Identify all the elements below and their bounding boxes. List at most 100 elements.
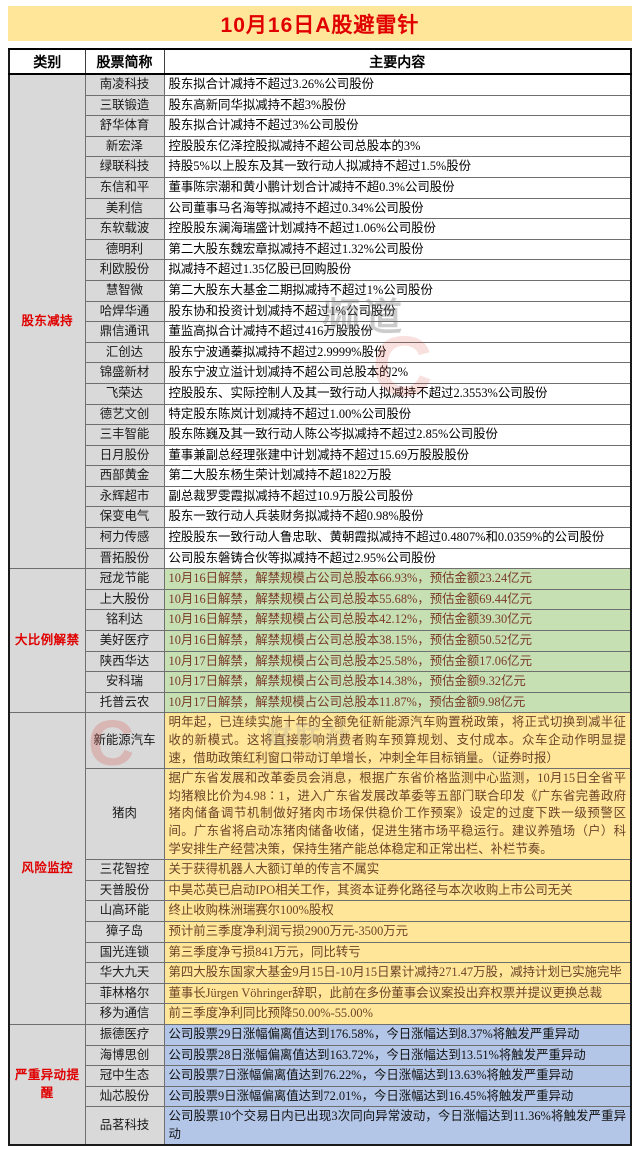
table-body: 股东减持 南凌科技 股东拟合计减持不超过3.26%公司股份 三联锻造 股东高新同华拟减持… bbox=[8, 73, 632, 1146]
column-header-content: 主要内容 bbox=[163, 48, 632, 75]
content-cell: 公司股票10个交易日内已出现3次同向异常波动，今日涨幅达到11.36%将触发严重… bbox=[163, 1106, 632, 1146]
content-cell: 10月16日解禁，解禁规模占公司总股本42.12%，预估金额39.30亿元 bbox=[163, 609, 632, 632]
stock-name-cell: 菲林格尔 bbox=[84, 982, 165, 1005]
stock-name-cell: 德艺文创 bbox=[84, 403, 165, 426]
content-cell: 控股股东、实际控制人及其一致行动人拟减持不超过2.3553%公司股份 bbox=[163, 382, 632, 405]
table-row: 德艺文创 特定股东陈岚计划减持不超过1.00%公司股份 bbox=[9, 403, 632, 426]
stock-name-cell: 西部黄金 bbox=[84, 465, 165, 487]
table-row: 飞荣达 控股股东、实际控制人及其一致行动人拟减持不超过2.3553%公司股份 bbox=[9, 382, 632, 405]
content-cell: 股东宁波立溢计划减持不超公司总股本的2% bbox=[163, 362, 632, 384]
table-row: 晋拓股份 公司股东磐铸合伙等拟减持不超过2.95%公司股份 bbox=[9, 547, 632, 570]
table-row: 移为通信 前三季度净利同比预降50.00%-55.00% bbox=[9, 1003, 632, 1025]
avoid-mine-table: 类别 股票简称 主要内容 股东减持 南凌科技 股东拟合计减持不超过3.26%公司股份… bbox=[8, 48, 632, 1147]
content-cell: 明年起，已连续实施十年的全额免征新能源汽车购置税政策，将正式切换到减半征收的新模… bbox=[163, 712, 632, 770]
title-bar: 10月16日A股避雷针 bbox=[8, 6, 632, 41]
table-row: 国光连锁 第三季度净亏损841万元，同比转亏 bbox=[9, 941, 632, 964]
content-cell: 10月17日解禁，解禁规模占公司总股本25.58%，预估金额17.06亿元 bbox=[163, 650, 632, 673]
content-cell: 第四大股东国家大基金9月15日-10月15日累计减持271.47万股，减持计划已… bbox=[163, 962, 632, 984]
content-cell: 股东宁波通蓁拟减持不超过2.9999%股份 bbox=[163, 341, 632, 364]
stock-name-cell: 移为通信 bbox=[84, 1003, 165, 1025]
content-cell: 董事长Jürgen Vöhringer辞职，此前在多份董事会议案投出弃权票并提议… bbox=[163, 982, 632, 1005]
table-row: 猪肉 据广东省发展和改革委员会消息，根据广东省价格监测中心监测，10月15日全省平… bbox=[9, 768, 632, 861]
content-cell: 预计前三季度净利润亏损2900万元-3500万元 bbox=[163, 920, 632, 943]
content-cell: 特定股东陈岚计划减持不超过1.00%公司股份 bbox=[163, 403, 632, 426]
table-row: 托普云农 10月17日解禁，解禁规模占公司总股本11.87%，预估金额9.98亿元 bbox=[9, 691, 632, 714]
table-row: 绿联科技 持股5%以上股东及其一致行动人拟减持不超过1.5%股份 bbox=[9, 156, 632, 178]
table-header-row: 类别 股票简称 主要内容 bbox=[8, 48, 632, 75]
stock-name-cell: 冠龙节能 bbox=[84, 568, 165, 590]
content-cell: 公司股票7日涨幅偏离值达到76.22%，今日涨幅达到13.63%将触发严重异动 bbox=[163, 1065, 632, 1087]
stock-name-cell: 天普股份 bbox=[84, 879, 165, 902]
stock-name-cell: 保变电气 bbox=[84, 506, 165, 529]
table-row: 上大股份 10月16日解禁，解禁规模占公司总股本55.68%，预估金额69.44亿… bbox=[9, 588, 632, 611]
content-cell: 董事兼副总经理张建中计划减持不超过15.69万股股股份 bbox=[163, 444, 632, 467]
stock-name-cell: 晋拓股份 bbox=[84, 547, 165, 570]
table-row: 日月股份 董事兼副总经理张建中计划减持不超过15.69万股股股份 bbox=[9, 444, 632, 467]
stock-name-cell: 品茗科技 bbox=[84, 1106, 165, 1146]
stock-name-cell: 永辉超市 bbox=[84, 485, 165, 508]
table-row: 灿芯股份 公司股票9日涨幅偏离值达到72.01%，今日涨幅达到16.45%将触发严… bbox=[9, 1085, 632, 1108]
content-cell: 股东一致行动人兵装财务拟减持不超0.98%股份 bbox=[163, 506, 632, 529]
table-row: 股东减持 南凌科技 股东拟合计减持不超过3.26%公司股份 bbox=[8, 73, 632, 570]
table-row: 大比例解禁 冠龙节能 10月16日解禁，解禁规模占公司总股本66.93%，预估金额2… bbox=[8, 568, 632, 714]
stock-name-cell: 獐子岛 bbox=[84, 920, 165, 943]
table-row: 锦盛新材 股东宁波立溢计划减持不超公司总股本的2% bbox=[9, 362, 632, 384]
content-cell: 第二大股东杨生荣计划减持不超1822万股 bbox=[163, 465, 632, 487]
content-cell: 控股股东澜海瑞盛计划减持不超过1.06%公司股份 bbox=[163, 218, 632, 240]
stock-name-cell: 东软载波 bbox=[84, 218, 165, 240]
stock-name-cell: 铭利达 bbox=[84, 609, 165, 632]
content-cell: 股东拟合计减持不超过3%公司股份 bbox=[163, 115, 632, 137]
table-row: 舒华体育 股东拟合计减持不超过3%公司股份 bbox=[9, 115, 632, 137]
stock-name-cell: 新能源汽车 bbox=[84, 712, 165, 770]
content-cell: 第二大股东魏宏章拟减持不超过1.32%公司股份 bbox=[163, 238, 632, 261]
content-cell: 公司股票29日涨幅偏离值达到176.58%，今日涨幅达到8.37%将触发严重异动 bbox=[163, 1023, 632, 1046]
stock-name-cell: 舒华体育 bbox=[84, 115, 165, 137]
column-header-stock: 股票简称 bbox=[84, 48, 165, 75]
content-cell: 关于获得机器人大额订单的传言不属实 bbox=[163, 859, 632, 881]
table-row: 三联锻造 股东高新同华拟减持不超3%股份 bbox=[9, 94, 632, 117]
content-cell: 中昊芯英已启动IPO相关工作，其资本证券化路径与本次收购上市公司无关 bbox=[163, 879, 632, 902]
content-cell: 10月16日解禁，解禁规模占公司总股本55.68%，预估金额69.44亿元 bbox=[163, 588, 632, 611]
content-cell: 据广东省发展和改革委员会消息，根据广东省价格监测中心监测，10月15日全省平均猪… bbox=[163, 768, 632, 861]
table-row: 菲林格尔 董事长Jürgen Vöhringer辞职，此前在多份董事会议案投出弃权… bbox=[9, 982, 632, 1005]
table-row: 东信和平 董事陈宗潮和黄小鹏计划合计减持不超0.3%公司股份 bbox=[9, 176, 632, 199]
stock-name-cell: 华大九天 bbox=[84, 962, 165, 984]
stock-name-cell: 汇创达 bbox=[84, 341, 165, 364]
stock-name-cell: 美好医疗 bbox=[84, 630, 165, 652]
content-cell: 股东拟合计减持不超过3.26%公司股份 bbox=[163, 73, 632, 96]
table-row: 山高环能 终止收购株洲瑞赛尔100%股权 bbox=[9, 900, 632, 922]
table-row: 慧智微 第二大股东大基金二期拟减持不超过1%公司股份 bbox=[9, 279, 632, 302]
stock-name-cell: 山高环能 bbox=[84, 900, 165, 922]
category-label-large-unlock: 大比例解禁 bbox=[8, 568, 86, 714]
table-row: 汇创达 股东宁波通蓁拟减持不超过2.9999%股份 bbox=[9, 341, 632, 364]
content-cell: 股东高新同华拟减持不超3%股份 bbox=[163, 94, 632, 117]
table-row: 德明利 第二大股东魏宏章拟减持不超过1.32%公司股份 bbox=[9, 238, 632, 261]
table-row: 风险监控 新能源汽车 明年起，已连续实施十年的全额免征新能源汽车购置税政策，将正式切… bbox=[8, 712, 632, 1025]
stock-name-cell: 灿芯股份 bbox=[84, 1085, 165, 1108]
table-row: 新宏泽 控股股东亿泽控股拟减持不超公司总股本的3% bbox=[9, 135, 632, 158]
content-cell: 10月17日解禁，解禁规模占公司总股本14.38%，预估金额9.32亿元 bbox=[163, 671, 632, 693]
stock-name-cell: 哈焊华通 bbox=[84, 300, 165, 323]
stock-name-cell: 美利信 bbox=[84, 197, 165, 220]
table-row: 严重异动提醒 振德医疗 公司股票29日涨幅偏离值达到176.58%，今日涨幅达到8.… bbox=[8, 1023, 632, 1146]
table-row: 安科瑞 10月17日解禁，解禁规模占公司总股本14.38%，预估金额9.32亿元 bbox=[9, 671, 632, 693]
table-row: 天普股份 中昊芯英已启动IPO相关工作，其资本证券化路径与本次收购上市公司无关 bbox=[9, 879, 632, 902]
stock-name-cell: 陕西华达 bbox=[84, 650, 165, 673]
stock-name-cell: 东信和平 bbox=[84, 176, 165, 199]
stock-name-cell: 绿联科技 bbox=[84, 156, 165, 178]
content-cell: 前三季度净利同比预降50.00%-55.00% bbox=[163, 1003, 632, 1025]
stock-name-cell: 锦盛新材 bbox=[84, 362, 165, 384]
table-row: 美利信 公司董事马名海等拟减持不超过0.34%公司股份 bbox=[9, 197, 632, 220]
stock-name-cell: 海博思创 bbox=[84, 1044, 165, 1067]
content-cell: 10月17日解禁，解禁规模占公司总股本11.87%，预估金额9.98亿元 bbox=[163, 691, 632, 714]
content-cell: 10月16日解禁，解禁规模占公司总股本38.15%，预估金额50.52亿元 bbox=[163, 630, 632, 652]
table-row: 利欧股份 拟减持不超过1.35亿股已回购股份 bbox=[9, 259, 632, 281]
table-row: 柯力传感 控股股东一致行动人鲁忠耿、黄朝霞拟减持不超过0.4807%和0.0359… bbox=[9, 527, 632, 549]
table-row: 三丰智能 股东陈巍及其一致行动人陈公岑拟减持不超过2.85%公司股份 bbox=[9, 424, 632, 446]
category-label-shareholder-reduction: 股东减持 bbox=[8, 73, 86, 570]
table-row: 保变电气 股东一致行动人兵装财务拟减持不超0.98%股份 bbox=[9, 506, 632, 529]
stock-name-cell: 三丰智能 bbox=[84, 424, 165, 446]
content-cell: 控股股东一致行动人鲁忠耿、黄朝霞拟减持不超过0.4807%和0.0359%的公司… bbox=[163, 527, 632, 549]
stock-name-cell: 安科瑞 bbox=[84, 671, 165, 693]
stock-name-cell: 三联锻造 bbox=[84, 94, 165, 117]
